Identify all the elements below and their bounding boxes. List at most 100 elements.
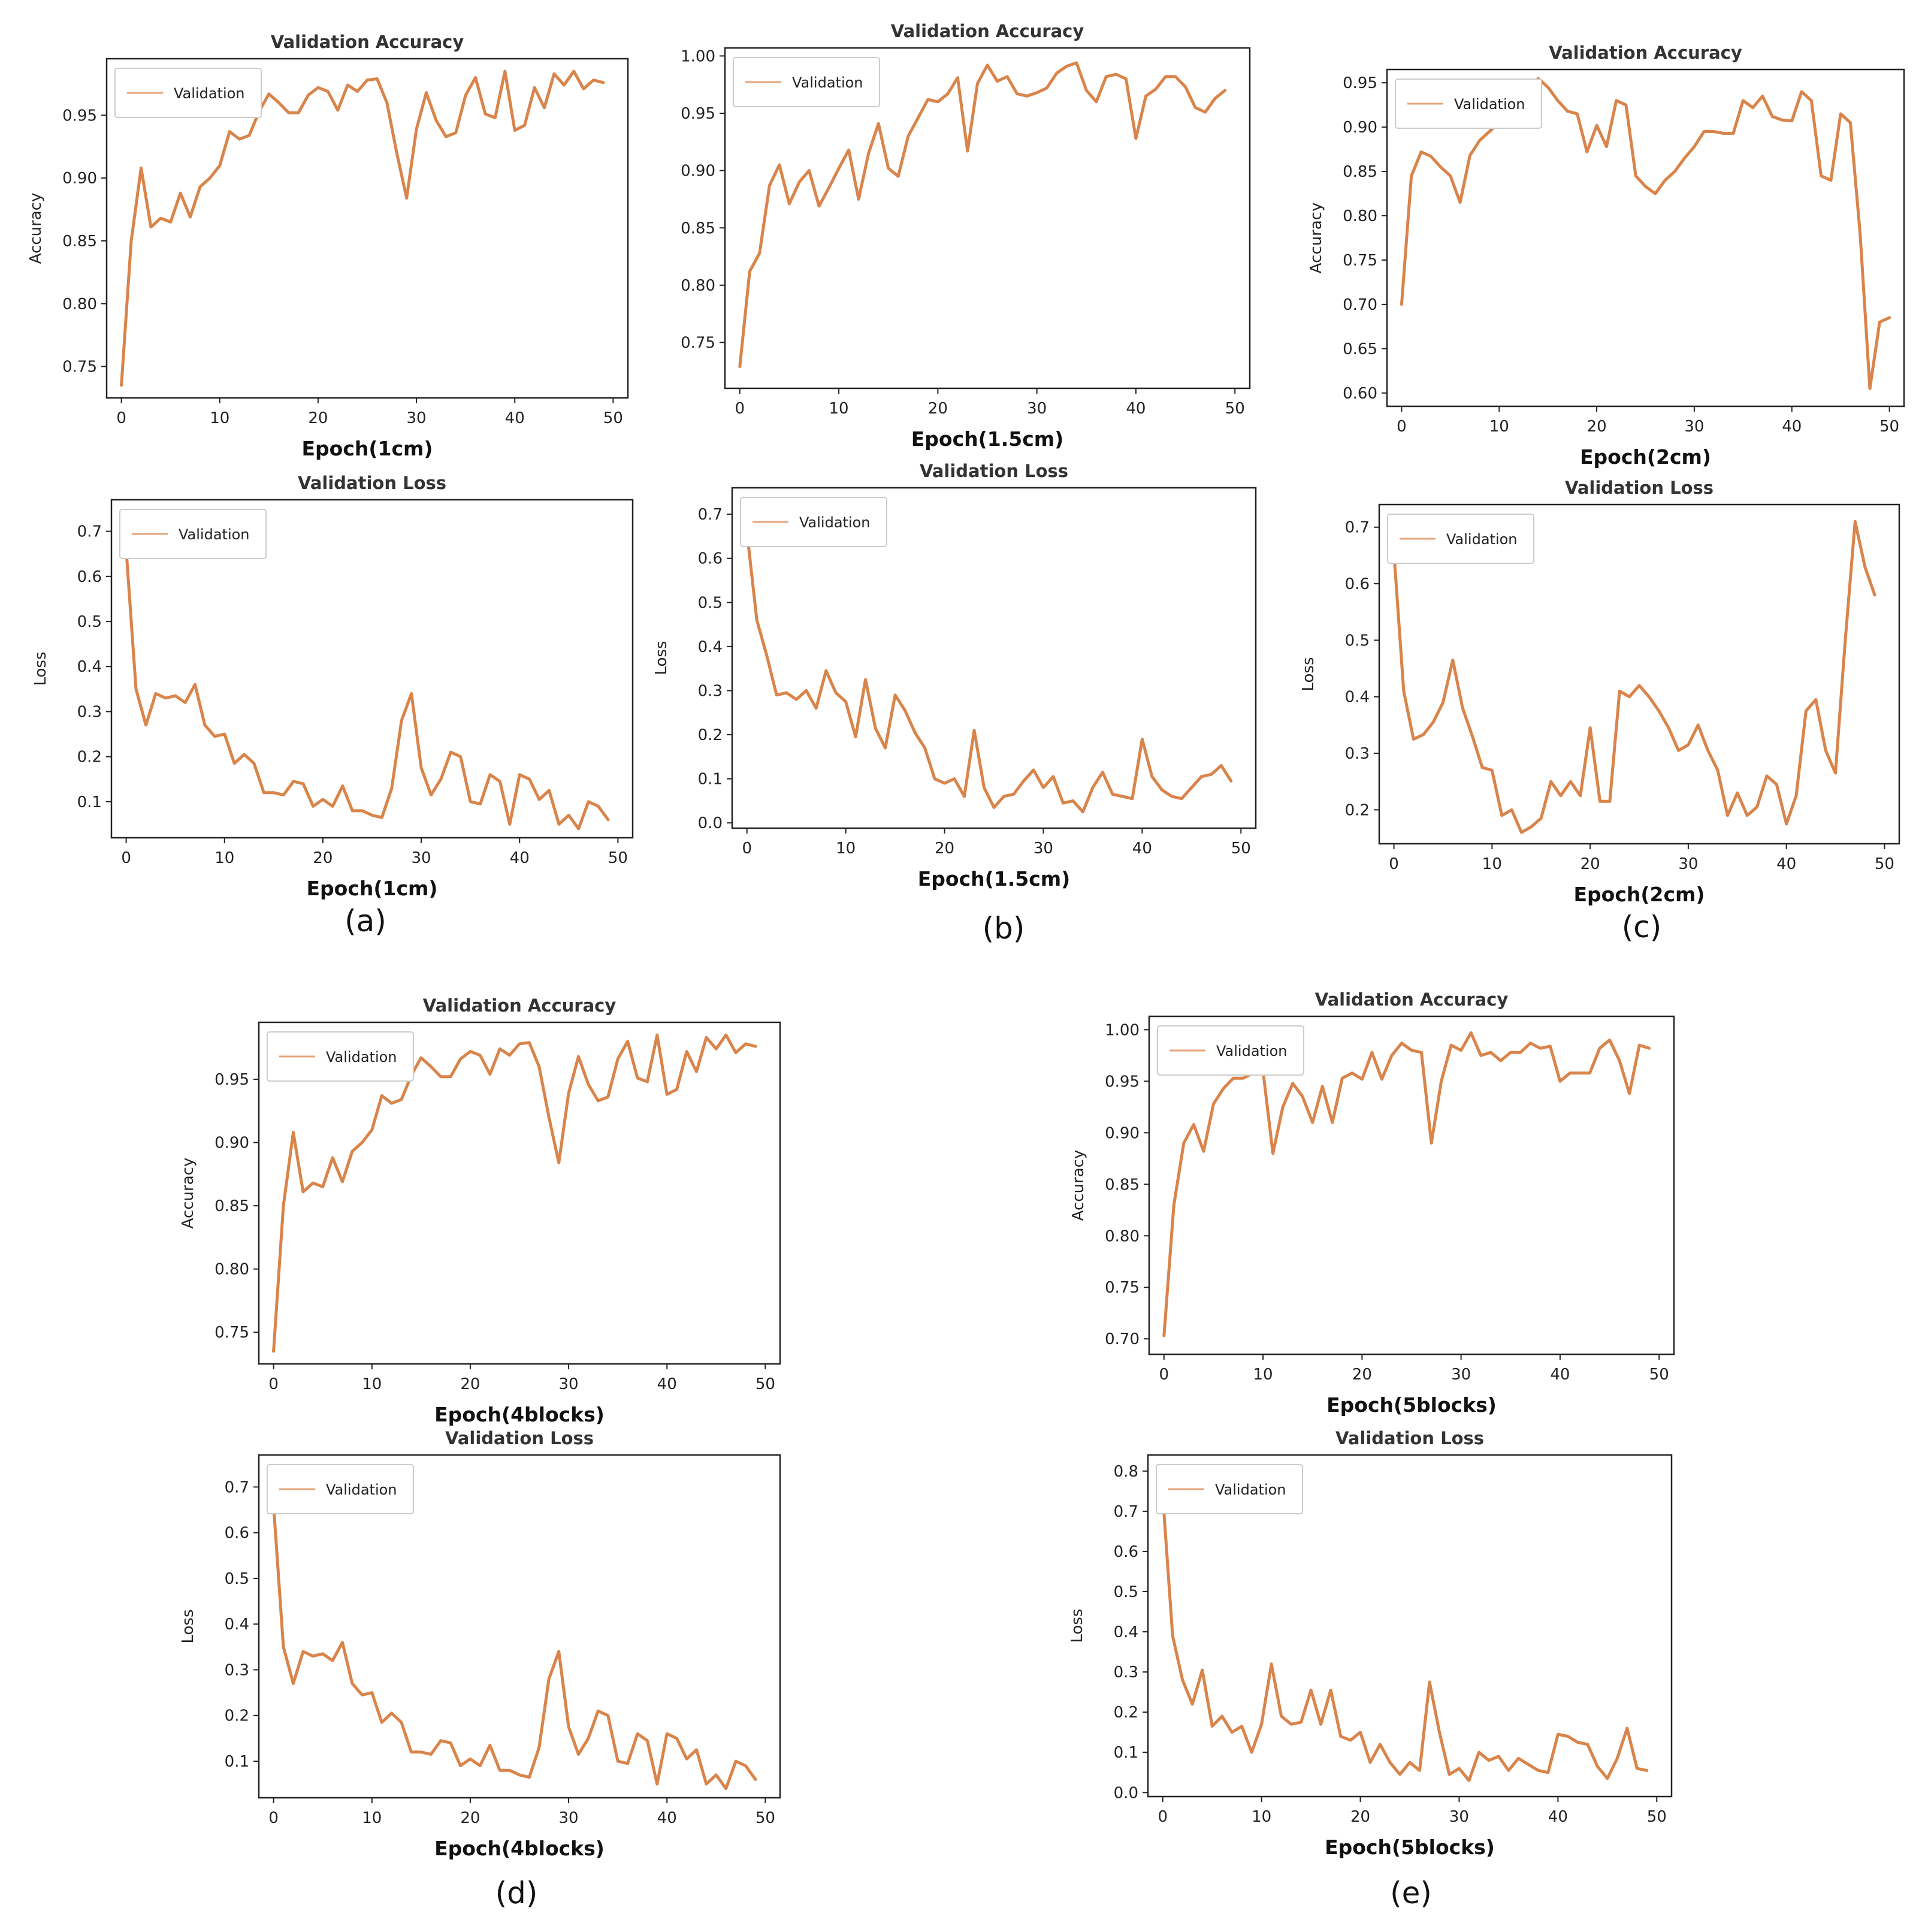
x-tick-label: 20 — [1350, 1808, 1370, 1826]
x-tick-label: 40 — [1132, 840, 1152, 858]
x-axis-label: Epoch(4blocks) — [434, 1403, 605, 1426]
legend-label: Validation — [326, 1481, 397, 1498]
x-axis-label: Epoch(2cm) — [1580, 445, 1711, 469]
y-axis-label: Loss — [1068, 1608, 1086, 1643]
y-axis-label: Accuracy — [1069, 1150, 1087, 1221]
x-tick-label: 0 — [1389, 855, 1399, 873]
y-tick-label: 0.4 — [1345, 689, 1370, 707]
y-tick-label: 0.1 — [1114, 1744, 1138, 1762]
panel-label-d: (d) — [495, 1876, 538, 1910]
y-tick-label: 0.7 — [1114, 1503, 1138, 1521]
chart-c-acc: Validation Accuracy 0 10 20 30 40 50 0.60 0.65 0.… — [1307, 43, 1905, 469]
x-tick-label: 40 — [1126, 400, 1146, 418]
y-tick-label: 0.3 — [77, 703, 102, 721]
x-tick-label: 0 — [121, 849, 131, 867]
x-tick-label: 30 — [407, 409, 427, 427]
legend-label: Validation — [326, 1049, 397, 1065]
x-tick-label: 30 — [1678, 855, 1698, 873]
x-tick-label: 50 — [1879, 418, 1899, 436]
y-tick-label: 0.6 — [1114, 1543, 1138, 1561]
legend-label: Validation — [792, 74, 863, 91]
chart-a-loss: Validation Loss 0 10 20 30 40 50 0.1 0.2 0.3 0.4 0.… — [32, 473, 634, 900]
x-tick-label: 40 — [1776, 855, 1796, 873]
y-tick-label: 0.8 — [1114, 1463, 1138, 1481]
x-tick-label: 30 — [559, 1375, 579, 1393]
series-line-validation — [745, 530, 1233, 814]
x-tick-label: 50 — [1225, 400, 1245, 418]
plot-frame — [731, 487, 1257, 829]
chart-title: Validation Loss — [1335, 1428, 1484, 1448]
y-tick-label: 0.95 — [62, 107, 97, 125]
x-tick-label: 50 — [603, 409, 623, 427]
x-tick-label: 40 — [1782, 418, 1802, 436]
series-line-validation — [738, 61, 1227, 369]
y-axis-label: Accuracy — [1307, 203, 1325, 274]
chart-title: Validation Loss — [1565, 478, 1714, 498]
chart-title: Validation Loss — [298, 473, 446, 493]
plot-frame — [1148, 1015, 1675, 1356]
y-tick-label: 0.1 — [225, 1753, 249, 1771]
y-tick-label: 0.0 — [698, 814, 723, 832]
y-tick-label: 0.70 — [1105, 1330, 1140, 1348]
y-tick-label: 0.4 — [225, 1616, 249, 1634]
chart-c-loss: Validation Loss 0 10 20 30 40 50 0.2 0.3 0.4 0.5 0.… — [1300, 478, 1900, 906]
series-line-validation — [1400, 77, 1891, 390]
y-tick-label: 0.6 — [77, 568, 102, 586]
series-line-validation — [272, 1504, 757, 1791]
series-line-validation — [1392, 520, 1876, 834]
x-tick-label: 10 — [1252, 1808, 1271, 1826]
x-tick-label: 10 — [210, 409, 229, 427]
y-tick-label: 0.95 — [681, 105, 715, 123]
x-tick-label: 50 — [756, 1375, 775, 1393]
y-axis-label: Loss — [652, 641, 670, 675]
y-tick-label: 0.1 — [77, 793, 102, 811]
y-tick-label: 0.0 — [1114, 1784, 1138, 1802]
x-tick-label: 20 — [928, 400, 948, 418]
plot-frame — [105, 58, 629, 399]
y-tick-label: 0.2 — [77, 748, 102, 766]
x-tick-label: 0 — [1159, 1366, 1170, 1384]
y-tick-label: 0.2 — [1114, 1704, 1138, 1722]
y-tick-label: 0.4 — [698, 638, 723, 656]
y-tick-label: 0.85 — [214, 1197, 249, 1215]
y-tick-label: 1.00 — [681, 47, 715, 65]
y-tick-label: 0.2 — [698, 726, 723, 744]
x-tick-label: 50 — [756, 1809, 775, 1827]
series-line-validation — [1161, 1493, 1649, 1782]
plot-frame — [110, 499, 634, 839]
y-tick-label: 0.95 — [1343, 74, 1377, 92]
y-tick-label: 0.80 — [214, 1261, 249, 1279]
x-axis-label: Epoch(1cm) — [302, 437, 433, 460]
legend-label: Validation — [1216, 1043, 1288, 1059]
x-tick-label: 30 — [1033, 840, 1053, 858]
x-tick-label: 20 — [1587, 418, 1607, 436]
x-axis-label: Epoch(1.5cm) — [918, 867, 1070, 890]
x-tick-label: 30 — [1449, 1808, 1469, 1826]
y-tick-label: 0.75 — [681, 334, 715, 352]
y-tick-label: 0.90 — [214, 1134, 249, 1152]
x-axis-label: Epoch(5blocks) — [1325, 1836, 1495, 1859]
y-tick-label: 0.95 — [1105, 1073, 1140, 1091]
series-line-validation — [120, 70, 605, 387]
x-tick-label: 30 — [559, 1809, 579, 1827]
x-axis-label: Epoch(1.5cm) — [911, 427, 1063, 451]
chart-title: Validation Loss — [445, 1428, 594, 1448]
chart-d-acc: Validation Accuracy 0 10 20 30 40 50 0.75 0.80 0.… — [179, 995, 781, 1426]
y-tick-label: 0.85 — [681, 219, 715, 237]
x-tick-label: 10 — [362, 1375, 382, 1393]
x-tick-label: 50 — [1649, 1366, 1669, 1384]
legend-box — [733, 57, 880, 107]
y-tick-label: 0.7 — [225, 1478, 249, 1496]
x-tick-label: 20 — [1352, 1366, 1372, 1384]
legend-label: Validation — [1454, 96, 1525, 113]
y-tick-label: 0.6 — [1345, 575, 1370, 593]
y-tick-label: 0.4 — [77, 658, 102, 676]
y-tick-label: 0.60 — [1343, 385, 1377, 403]
x-tick-label: 50 — [1647, 1808, 1667, 1826]
panel-label-e: (e) — [1390, 1876, 1432, 1910]
chart-title: Validation Accuracy — [1549, 43, 1742, 63]
y-tick-label: 1.00 — [1105, 1021, 1140, 1039]
x-tick-label: 40 — [510, 849, 530, 867]
x-tick-label: 40 — [1548, 1808, 1568, 1826]
